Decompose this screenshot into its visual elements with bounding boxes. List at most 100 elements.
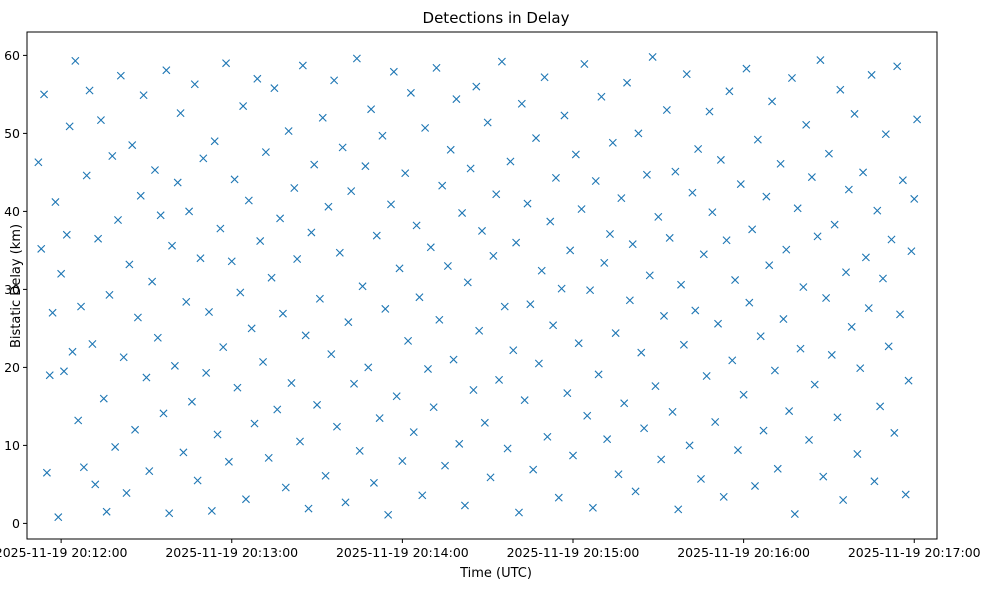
data-point-marker — [332, 422, 341, 431]
data-point-marker — [256, 237, 265, 246]
data-point-marker — [310, 160, 319, 169]
data-point-marker — [250, 419, 259, 428]
data-point-marker — [369, 478, 378, 487]
data-point-marker — [347, 187, 356, 196]
data-point-marker — [657, 455, 666, 464]
data-point-marker — [842, 268, 850, 277]
data-point-marker — [421, 123, 430, 132]
data-point-marker — [102, 507, 111, 516]
data-point-marker — [696, 474, 705, 483]
data-point-marker — [716, 155, 725, 164]
data-point-marker — [116, 71, 125, 80]
data-point-marker — [509, 346, 518, 355]
data-point-marker — [330, 76, 339, 85]
data-point-marker — [648, 52, 657, 61]
data-point-marker — [822, 293, 831, 302]
data-point-marker — [665, 233, 674, 242]
data-point-marker — [45, 371, 54, 380]
data-point-marker — [449, 355, 458, 364]
data-point-marker — [458, 208, 467, 217]
data-point-marker — [714, 319, 723, 328]
data-point-marker — [387, 200, 395, 209]
data-point-marker — [150, 166, 159, 175]
data-point-marker — [40, 90, 49, 99]
y-tick-label: 20 — [4, 360, 20, 375]
data-point-marker — [719, 492, 728, 501]
data-point-marker — [893, 62, 902, 71]
data-point-marker — [597, 92, 606, 101]
data-point-marker — [418, 491, 427, 500]
data-point-marker — [415, 293, 424, 302]
data-point-marker — [321, 471, 330, 480]
data-point-marker — [881, 130, 890, 139]
data-point-marker — [588, 503, 597, 512]
data-point-marker — [153, 333, 162, 342]
data-point-marker — [637, 348, 646, 357]
data-point-marker — [438, 181, 447, 190]
data-point-marker — [281, 483, 290, 492]
data-point-marker — [711, 418, 720, 426]
data-point-marker — [34, 158, 43, 167]
data-point-marker — [230, 175, 239, 184]
data-point-marker — [57, 269, 66, 278]
data-point-marker — [816, 56, 825, 65]
data-points — [34, 52, 922, 522]
data-point-marker — [623, 78, 632, 87]
data-point-marker — [492, 190, 501, 199]
data-point-marker — [338, 143, 347, 152]
data-point-marker — [48, 308, 57, 317]
data-point-marker — [483, 118, 492, 127]
data-point-marker — [247, 324, 256, 333]
data-point-marker — [395, 264, 404, 273]
data-point-marker — [668, 407, 677, 416]
data-point-marker — [94, 234, 103, 243]
data-point-marker — [813, 232, 822, 241]
x-tick-label: 2025-11-19 20:17:00 — [848, 545, 981, 560]
y-tick-label: 60 — [4, 48, 20, 63]
data-point-marker — [819, 472, 828, 481]
data-point-marker — [677, 280, 686, 289]
data-point-marker — [264, 453, 273, 462]
data-point-marker — [173, 178, 182, 187]
data-point-marker — [222, 59, 231, 68]
data-point-marker — [850, 109, 859, 118]
data-point-marker — [796, 344, 805, 353]
data-point-marker — [864, 304, 873, 313]
data-point-marker — [486, 473, 495, 482]
data-point-marker — [122, 488, 131, 497]
data-point-marker — [617, 194, 626, 203]
data-point-marker — [805, 435, 814, 444]
data-point-marker — [91, 480, 100, 489]
data-point-marker — [640, 424, 649, 433]
data-point-marker — [853, 449, 862, 458]
data-point-marker — [546, 217, 555, 226]
y-axis-ticks: 0 10 20 30 40 50 60 — [4, 48, 27, 531]
data-point-marker — [856, 364, 865, 373]
data-point-marker — [802, 120, 811, 129]
data-point-marker — [304, 504, 313, 513]
chart-title: Detections in Delay — [423, 9, 570, 27]
data-point-marker — [503, 444, 512, 453]
data-point-marker — [79, 463, 88, 472]
data-point-marker — [500, 302, 509, 311]
data-point-marker — [520, 396, 529, 405]
data-point-marker — [185, 207, 194, 216]
data-point-marker — [563, 389, 572, 398]
data-point-marker — [512, 238, 521, 247]
data-point-marker — [145, 467, 154, 476]
data-point-marker — [469, 386, 478, 395]
data-point-marker — [324, 202, 333, 211]
data-point-marker — [765, 261, 774, 270]
data-point-marker — [423, 364, 432, 373]
data-point-marker — [793, 204, 802, 213]
data-point-marker — [625, 296, 634, 305]
data-point-marker — [605, 230, 614, 239]
data-point-marker — [133, 313, 142, 322]
data-point-marker — [236, 288, 245, 297]
data-point-marker — [782, 245, 791, 254]
data-point-marker — [495, 375, 504, 384]
data-point-marker — [833, 413, 842, 422]
data-point-marker — [517, 99, 526, 108]
data-point-marker — [742, 64, 751, 73]
data-point-marker — [267, 273, 276, 282]
